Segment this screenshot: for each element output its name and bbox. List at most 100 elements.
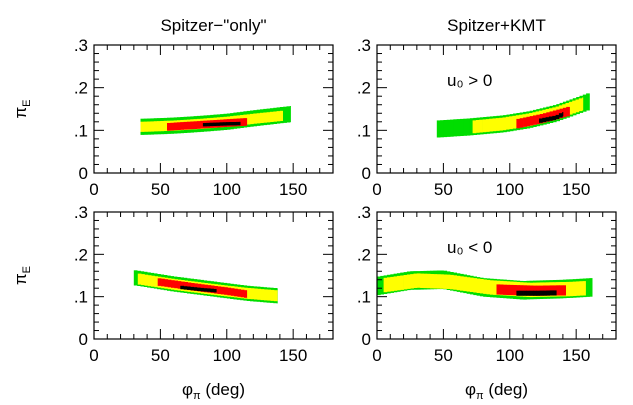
density-cell — [144, 274, 149, 286]
density-cell — [572, 100, 576, 114]
density-cell — [492, 118, 497, 132]
density-cell — [154, 276, 159, 288]
density-cell — [186, 286, 191, 290]
density-cell — [440, 274, 444, 289]
panel-title: Spitzer−"only" — [160, 16, 266, 35]
density-cell — [157, 121, 161, 132]
density-cell — [250, 288, 255, 300]
panel-1: 0 50 100 150 0 .1 .2 .3 Spitzer−"only" πE — [11, 16, 334, 199]
density-cell — [562, 107, 567, 118]
y-tick-label: .3 — [74, 36, 88, 55]
density-cell — [516, 285, 521, 296]
density-cell — [526, 290, 531, 296]
panel-annotation: u₀ < 0 — [447, 238, 492, 257]
density-level-black — [539, 112, 564, 123]
y-tick-label: .2 — [357, 79, 371, 98]
density-cell — [177, 122, 181, 130]
density-cell — [562, 112, 564, 117]
y-tick-label: .2 — [74, 79, 88, 98]
x-axis-unit: (deg) — [201, 380, 245, 399]
density-cell — [263, 112, 267, 123]
density-cell — [377, 276, 381, 296]
density-cell — [177, 281, 182, 289]
density-cell — [539, 118, 543, 123]
density-cell — [403, 275, 408, 290]
density-cell — [224, 287, 228, 295]
density-cell — [576, 281, 580, 296]
density-cell — [183, 286, 188, 290]
density-cell — [190, 286, 194, 291]
density-cell — [568, 101, 573, 115]
density-cell — [506, 284, 511, 295]
density-cell — [463, 118, 467, 136]
density-cell — [416, 273, 421, 288]
density-cell — [226, 122, 230, 126]
x-tick-label: 50 — [151, 346, 170, 365]
density-cell — [289, 106, 291, 123]
density-cell — [489, 118, 493, 132]
density-cell — [529, 290, 534, 296]
density-cell — [509, 116, 513, 130]
density-cell — [240, 118, 244, 126]
density-cell — [229, 122, 234, 126]
density-cell — [400, 275, 404, 290]
density-cell — [193, 121, 198, 129]
density-cell — [572, 281, 577, 296]
density-cell — [589, 278, 593, 297]
density-cell — [453, 119, 457, 137]
density-cell — [167, 279, 172, 288]
y-axis-label-text: πE — [11, 99, 33, 118]
density-cell — [466, 277, 471, 292]
density-cell — [420, 273, 424, 288]
y-axis-symbol: π — [11, 273, 30, 285]
density-cell — [266, 112, 271, 123]
x-tick-label: 0 — [372, 180, 381, 199]
density-cell — [446, 119, 451, 137]
density-cell — [413, 273, 418, 288]
panel-title: Spitzer+KMT — [447, 16, 546, 35]
density-cell — [246, 114, 251, 125]
density-cell — [387, 277, 391, 292]
density-cell — [283, 106, 287, 123]
density-cell — [552, 110, 557, 120]
x-tick-label: 0 — [89, 346, 98, 365]
density-cell — [430, 274, 434, 289]
density-cell — [433, 274, 438, 289]
density-cell — [393, 276, 398, 291]
x-tick-label: 50 — [434, 180, 453, 199]
density-cell — [187, 282, 192, 291]
density-cell — [533, 290, 537, 296]
plot-frame — [93, 44, 334, 174]
x-tick-label: 100 — [213, 180, 241, 199]
x-tick-label: 100 — [213, 346, 241, 365]
density-cell — [217, 286, 222, 294]
density-cell — [562, 285, 566, 296]
density-cell — [542, 117, 546, 123]
density-cell — [516, 290, 521, 296]
x-tick-label: 150 — [279, 346, 307, 365]
density-cell — [443, 120, 448, 138]
density-cell — [174, 280, 178, 289]
density-cell — [200, 120, 204, 129]
density-cell — [476, 278, 481, 293]
density-cell — [569, 281, 574, 297]
density-cell — [460, 118, 464, 136]
density-cell — [423, 273, 428, 289]
density-cell — [196, 287, 201, 291]
density-cell — [170, 122, 174, 131]
density-cell — [446, 274, 451, 289]
density-cell — [279, 110, 283, 121]
density-cell — [230, 288, 235, 296]
density-cell — [523, 117, 527, 127]
density-cell — [406, 274, 411, 289]
density-cell — [257, 288, 261, 300]
plot-frame — [93, 211, 334, 340]
x-tick-label: 100 — [496, 180, 524, 199]
density-cell — [173, 122, 178, 131]
panel-annotation: u₀ > 0 — [447, 71, 492, 90]
density-cell — [456, 119, 461, 137]
density-cell — [227, 287, 232, 296]
density-cell — [190, 121, 194, 130]
density-cell — [137, 273, 142, 285]
y-tick-label: .3 — [357, 36, 371, 55]
